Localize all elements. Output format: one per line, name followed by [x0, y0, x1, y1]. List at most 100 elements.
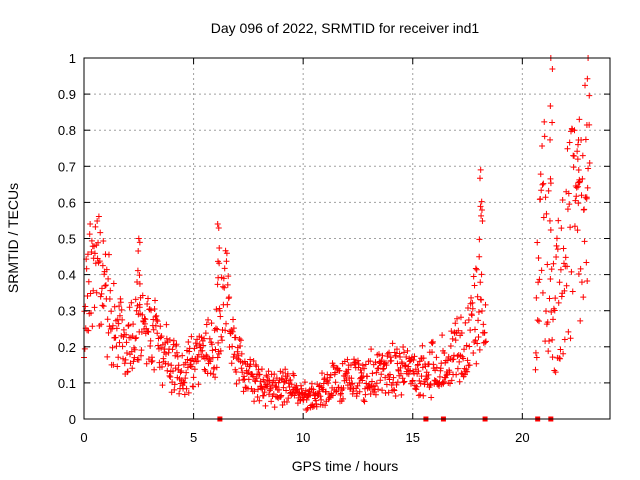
data-point: [458, 370, 465, 377]
data-point: [109, 322, 116, 329]
data-point: [261, 378, 268, 385]
data-point: [97, 229, 104, 236]
data-point: [555, 299, 562, 306]
data-point: [447, 342, 454, 349]
data-point: [283, 387, 290, 394]
data-point: [131, 346, 138, 353]
data-point: [94, 218, 101, 225]
data-point: [356, 388, 363, 395]
data-point: [124, 368, 131, 375]
data-point: [462, 319, 469, 326]
data-point: [192, 340, 199, 347]
data-point: [214, 221, 221, 228]
data-point: [403, 354, 410, 361]
data-point: [251, 388, 258, 395]
data-point: [223, 258, 230, 265]
data-point: [473, 360, 480, 367]
data-point: [237, 337, 244, 344]
data-point: [416, 377, 423, 384]
data-point: [439, 332, 446, 339]
data-point: [107, 287, 114, 294]
data-point: [324, 371, 331, 378]
x-tick-label: 10: [296, 430, 310, 445]
data-point: [179, 352, 186, 359]
data-point: [144, 328, 151, 335]
data-point: [560, 260, 567, 267]
data-point: [247, 361, 254, 368]
data-point: [539, 289, 546, 296]
data-point: [119, 343, 126, 350]
data-point: [413, 383, 420, 390]
data-point: [471, 282, 478, 289]
data-point: [548, 266, 555, 273]
data-point: [439, 379, 446, 386]
data-point: [546, 337, 553, 344]
data-point: [232, 334, 239, 341]
data-point: [207, 358, 214, 365]
data-point: [106, 295, 113, 302]
data-point: [454, 365, 461, 372]
data-point: [538, 267, 545, 274]
data-point: [252, 378, 259, 385]
data-point: [91, 250, 98, 257]
data-point: [145, 329, 152, 336]
data-point: [132, 296, 139, 303]
data-point: [448, 328, 455, 335]
data-point: [470, 273, 477, 280]
data-point: [411, 370, 418, 377]
data-point: [375, 365, 382, 372]
data-point: [414, 370, 421, 377]
data-point: [390, 379, 397, 386]
data-point: [399, 375, 406, 382]
data-point: [125, 321, 132, 328]
data-point: [325, 380, 332, 387]
data-point: [251, 398, 258, 405]
data-point: [468, 312, 475, 319]
data-point: [535, 279, 542, 286]
data-point: [191, 366, 198, 373]
data-point: [539, 181, 546, 188]
data-point: [455, 327, 462, 334]
data-point: [458, 329, 465, 336]
data-point: [158, 333, 165, 340]
data-point: [278, 392, 285, 399]
data-point: [200, 342, 207, 349]
data-point: [377, 377, 384, 384]
data-point: [258, 366, 265, 373]
data-point: [533, 354, 540, 361]
data-point: [177, 369, 184, 376]
data-point: [570, 164, 577, 171]
data-point: [145, 356, 152, 363]
data-point: [188, 363, 195, 370]
data-point: [478, 271, 485, 278]
data-point: [157, 334, 164, 341]
data-point: [551, 307, 558, 314]
data-point: [386, 371, 393, 378]
data-point: [470, 350, 477, 357]
x-tick-label: 0: [80, 430, 87, 445]
data-point: [308, 380, 315, 387]
data-point: [217, 347, 224, 354]
data-point: [102, 282, 109, 289]
data-point: [585, 165, 592, 172]
data-point: [332, 379, 339, 386]
data-point: [452, 320, 459, 327]
data-point: [169, 346, 176, 353]
data-point: [133, 307, 140, 314]
data-point: [575, 141, 582, 148]
data-point: [534, 317, 541, 324]
data-point: [553, 254, 560, 261]
data-point: [407, 380, 414, 387]
data-point: [238, 365, 245, 372]
data-point: [404, 347, 411, 354]
data-point: [336, 367, 343, 374]
data-point: [374, 365, 381, 372]
data-point: [135, 247, 142, 254]
data-point: [123, 331, 130, 338]
data-point: [549, 119, 556, 126]
data-point: [476, 253, 483, 260]
data-point: [400, 349, 407, 356]
data-point: [304, 405, 311, 412]
data-point: [134, 267, 141, 274]
data-point: [467, 327, 474, 334]
